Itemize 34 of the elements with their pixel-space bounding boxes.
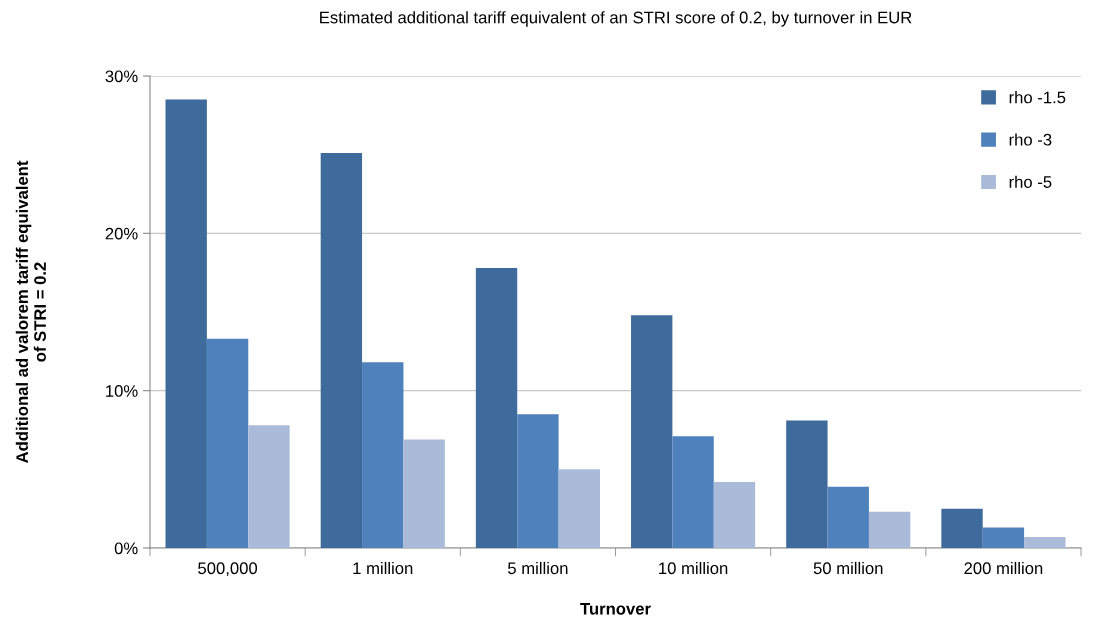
bar [672,436,714,548]
chart-title: Estimated additional tariff equivalent of an STRI score of 0.2, by turnover in EUR [320,11,912,27]
legend-label: rho -5 [1009,175,1052,188]
x-tick-label: 1 million [353,561,413,575]
bar [475,267,518,548]
bar [403,439,445,548]
y-tick-label: 0% [114,542,138,555]
bar [827,486,869,548]
y-tick-label: 30% [105,70,138,83]
bar [362,362,404,548]
x-tick-label: 500,000 [198,562,258,577]
legend-label: rho -3 [1009,133,1052,146]
bar [631,315,673,548]
bar [165,99,207,548]
bar [786,420,828,548]
y-axis-title: Additional ad valorem tariff equivalent of STRI = 0.2 [15,160,46,463]
legend-label: rho -1.5 [1009,91,1066,104]
bar [320,153,363,548]
bar [517,414,559,548]
x-tick-label: 200 million [964,561,1043,575]
bar [558,469,600,548]
bar [206,338,249,548]
bar [982,527,1025,548]
bar [868,511,911,548]
x-tick-label: 10 million [659,561,728,575]
y-tick-label: 10% [106,385,138,397]
bar [1024,536,1066,548]
bar [248,425,290,548]
x-tick-label: 5 million [508,561,568,575]
bar [713,481,756,548]
x-tick-label: 50 million [813,561,883,575]
x-axis-title: Turnover [580,603,651,615]
y-tick-label: 20% [105,227,138,240]
bar [941,508,983,548]
